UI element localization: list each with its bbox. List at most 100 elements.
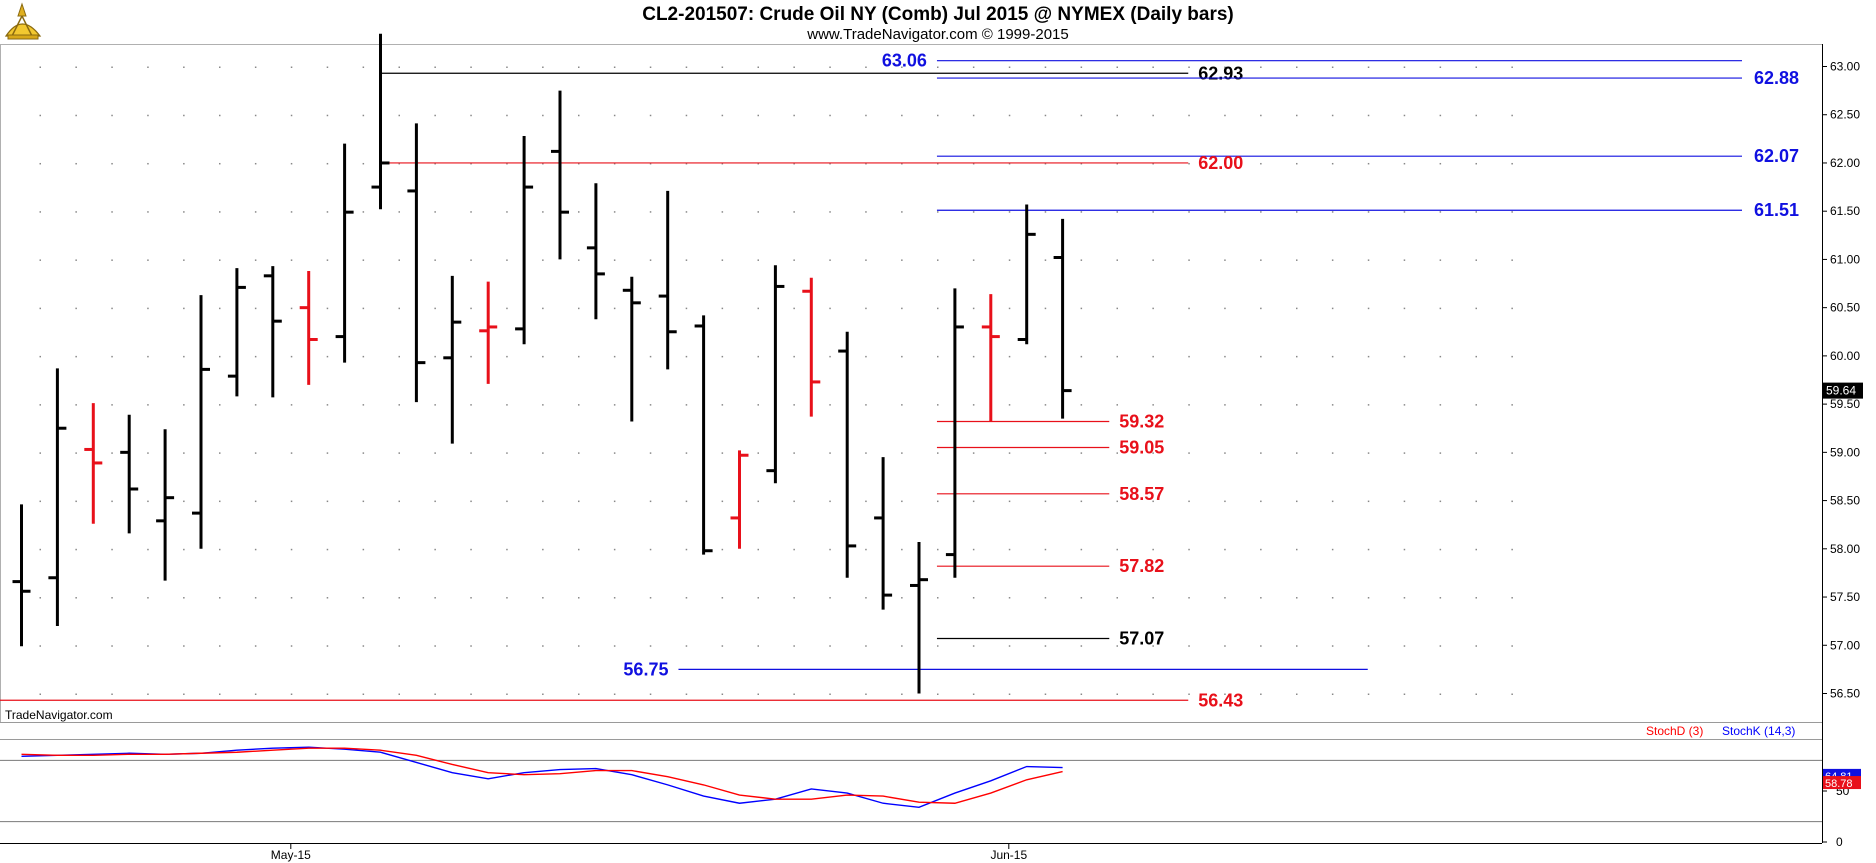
grid-dot — [685, 114, 688, 117]
grid-dot — [1188, 307, 1190, 310]
grid-dot — [1331, 500, 1334, 503]
grid-dot — [578, 162, 580, 165]
grid-dot — [75, 355, 77, 358]
level-label: 57.82 — [1119, 556, 1164, 576]
grid-dot — [290, 645, 293, 647]
grid-dot — [649, 597, 652, 599]
grid-dot — [290, 162, 293, 165]
grid-dot — [1260, 452, 1262, 454]
grid-dot — [721, 114, 724, 117]
grid-dot — [542, 355, 544, 358]
grid-dot — [1044, 355, 1047, 358]
grid-dot — [1260, 114, 1262, 117]
grid-dot — [398, 114, 400, 117]
grid-dot — [613, 355, 616, 358]
grid-dot — [1260, 548, 1262, 551]
grid-dot — [1116, 114, 1118, 117]
grid-dot — [147, 259, 149, 261]
stoch-series-line — [21, 746, 1063, 809]
grid-dot — [1403, 114, 1406, 117]
grid-dot — [219, 404, 221, 406]
grid-dot — [937, 66, 939, 68]
grid-dot — [219, 211, 221, 213]
grid-dot — [1260, 597, 1262, 599]
grid-dot — [793, 645, 795, 647]
grid-dot — [793, 307, 795, 310]
grid-dot — [506, 500, 508, 503]
grid-dot — [972, 355, 975, 358]
grid-dot — [434, 452, 436, 454]
grid-dot — [972, 597, 975, 599]
grid-dot — [721, 66, 724, 68]
price-bar — [910, 542, 928, 694]
grid-dot — [1403, 597, 1406, 599]
grid-dot — [326, 597, 329, 599]
stochd-value-box — [1823, 776, 1861, 790]
grid-dot — [39, 404, 41, 406]
grid-dot — [254, 404, 257, 406]
grid-dot — [75, 66, 77, 68]
grid-dot — [1224, 404, 1226, 406]
grid-dot — [1439, 404, 1442, 406]
grid-dot — [1116, 404, 1118, 406]
grid-dot — [470, 307, 472, 310]
grid-dot — [1080, 162, 1083, 165]
price-bar — [802, 277, 821, 417]
grid-dot — [290, 597, 293, 599]
grid-dot — [39, 307, 41, 310]
grid-dot — [613, 66, 616, 68]
grid-dot — [1439, 597, 1442, 599]
grid-dot — [362, 355, 365, 358]
stoch-series-line — [21, 747, 1063, 804]
grid-dot — [829, 548, 831, 551]
grid-dot — [1008, 259, 1011, 261]
grid-dot — [542, 500, 544, 503]
grid-dot — [613, 211, 616, 213]
grid-dot — [1188, 645, 1190, 647]
grid-dots — [39, 66, 1513, 695]
grid-dot — [721, 162, 724, 165]
grid-dot — [721, 355, 724, 358]
price-bar — [120, 414, 139, 534]
grid-dot — [1116, 307, 1118, 310]
grid-dot — [1224, 66, 1226, 68]
grid-dot — [470, 404, 472, 406]
grid-dot — [506, 162, 508, 165]
grid-dot — [578, 307, 580, 310]
grid-dot — [254, 162, 257, 165]
chart-header: CL2-201507: Crude Oil NY (Comb) Jul 2015… — [0, 0, 1876, 44]
grid-dot — [1367, 645, 1370, 647]
grid-dot — [1224, 307, 1226, 310]
grid-dot — [506, 548, 508, 551]
price-bar — [730, 450, 749, 549]
grid-dot — [901, 452, 903, 454]
date-axis: May-15 Jun-15 — [271, 843, 1027, 862]
grid-dot — [1044, 66, 1047, 68]
grid-dot — [1439, 645, 1442, 647]
grid-dot — [362, 645, 365, 647]
grid-dot — [506, 307, 508, 310]
grid-dot — [290, 452, 293, 454]
grid-dot — [75, 211, 77, 213]
grid-dot — [254, 645, 257, 647]
grid-dot — [1116, 162, 1118, 165]
grid-dot — [1044, 211, 1047, 213]
grid-dot — [1296, 211, 1298, 213]
grid-dot — [901, 114, 903, 117]
grid-dot — [1403, 355, 1406, 358]
grid-dot — [326, 693, 329, 695]
grid-dot — [757, 66, 759, 68]
grid-dot — [470, 597, 472, 599]
grid-dot — [470, 355, 472, 358]
price-bar — [586, 183, 605, 320]
grid-dot — [470, 452, 472, 454]
grid-dot — [1260, 162, 1262, 165]
grid-dot — [470, 211, 472, 213]
grid-dot — [937, 259, 939, 261]
grid-dot — [219, 645, 221, 647]
grid-dot — [75, 259, 77, 261]
grid-dot — [865, 307, 867, 310]
grid-dot — [1152, 211, 1154, 213]
level-label: 56.43 — [1198, 690, 1243, 710]
grid-dot — [578, 355, 580, 358]
